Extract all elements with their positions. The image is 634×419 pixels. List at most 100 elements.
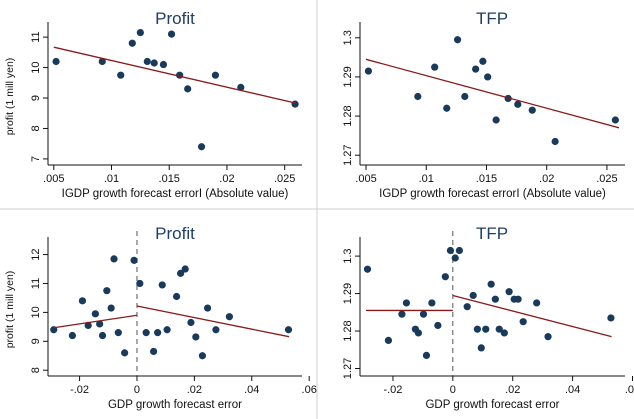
data-point (402, 299, 411, 307)
y-tick-label: 1.29 (342, 283, 354, 304)
data-point (107, 304, 115, 312)
data-point (121, 349, 129, 357)
chart-panel-2: TFP .005 .01 .015 .02 .025 1.27 1.28 1.29 1.3 IGDP… (342, 9, 625, 200)
data-point (491, 295, 499, 303)
y-tick-label: 1.3 (342, 248, 354, 263)
data-point (197, 143, 206, 151)
data-point (446, 246, 455, 255)
data-point (172, 292, 181, 301)
y-tick-label: 1.28 (342, 320, 354, 341)
y-tick-label: 8 (30, 367, 42, 373)
x-tick-label: .06 (625, 384, 634, 396)
x-tick-label: 0 (450, 384, 456, 396)
data-point (514, 100, 522, 108)
data-point (158, 281, 166, 289)
data-point (181, 265, 189, 273)
data-point (114, 329, 122, 337)
x-axis-label: GDP growth forecast error (425, 399, 559, 411)
data-point (184, 85, 192, 93)
panel-title: Profit (155, 224, 195, 243)
y-tick-label: 11 (30, 31, 42, 42)
chart-panel-1: Profit .005 .01 .015 .02 .025 7 8 9 10 11 IGDP grow… (4, 9, 302, 200)
y-tick-label: 12 (30, 248, 42, 260)
data-point (198, 352, 207, 360)
x-axis-label: IGDP growth forecast errorI (Absolute va… (62, 188, 289, 200)
data-point (514, 295, 522, 303)
data-point (159, 60, 168, 69)
panel-title: TFP (476, 224, 508, 243)
x-axis-label: GDP growth forecast error (108, 399, 242, 411)
data-point (419, 310, 428, 318)
data-point (495, 325, 503, 333)
data-point (487, 280, 495, 288)
chart-panel-3: Profit -.02 0 .02 .04 .06 8 9 10 11 12 GDP growth f… (4, 224, 317, 411)
data-point (428, 299, 436, 307)
y-axis-label: profit (1 mill yen) (4, 58, 16, 136)
x-tick-label: -.02 (383, 384, 402, 396)
y-tick-label: 10 (30, 61, 42, 73)
data-point (142, 329, 150, 337)
y-tick-label: 1.3 (342, 30, 354, 45)
data-point (414, 329, 422, 337)
x-tick-label: .01 (104, 173, 119, 185)
data-point (187, 318, 195, 327)
y-tick-label: 9 (30, 338, 42, 344)
fit-line (136, 305, 290, 338)
data-point (143, 57, 151, 66)
data-point (469, 291, 477, 300)
data-point (434, 321, 442, 330)
data-point (110, 255, 118, 263)
data-point (167, 30, 176, 38)
data-point (130, 256, 138, 264)
x-tick-label: .02 (219, 173, 234, 185)
y-tick-label: 11 (30, 278, 42, 289)
data-point (482, 325, 490, 333)
x-tick-label: .06 (302, 384, 317, 396)
data-point (519, 318, 527, 326)
data-point (291, 100, 299, 108)
data-point (237, 83, 245, 91)
y-tick-label: 10 (30, 306, 42, 318)
y-axis-label: profit (1 mill yen) (4, 271, 16, 349)
data-point (203, 304, 212, 312)
data-point (154, 329, 162, 337)
x-tick-label: .015 (159, 173, 180, 185)
data-point (150, 59, 158, 67)
fit-line (365, 58, 620, 129)
x-tick-label: .015 (476, 173, 497, 185)
fit-line (53, 314, 138, 329)
data-point (431, 63, 439, 71)
y-tick-label: 1.29 (342, 66, 354, 87)
data-point (364, 67, 373, 75)
data-point (484, 73, 492, 81)
data-point (98, 331, 107, 340)
data-point (52, 57, 60, 66)
data-point (441, 273, 449, 281)
fit-line (452, 294, 612, 338)
data-point (422, 351, 431, 359)
data-point (505, 288, 513, 296)
x-tick-label: -.02 (70, 384, 89, 396)
data-point (192, 333, 200, 341)
data-point (551, 137, 559, 146)
data-point (117, 71, 125, 79)
y-tick-label: 1.27 (342, 145, 354, 166)
data-point (128, 39, 136, 47)
data-point (84, 321, 92, 330)
data-point (78, 297, 87, 305)
data-point (225, 313, 233, 321)
y-tick-label: 9 (30, 95, 42, 101)
panel-title: Profit (155, 9, 195, 28)
data-point (136, 28, 144, 37)
data-point (163, 326, 171, 334)
data-point (384, 336, 393, 345)
chart-panel-4: TFP -.02 0 .02 .04 .06 1.27 1.28 1.29 1.3 GDP grow… (342, 224, 634, 411)
x-tick-label: .04 (244, 384, 259, 396)
data-point (533, 299, 541, 307)
data-point (414, 92, 422, 101)
x-tick-label: .025 (596, 173, 617, 185)
data-point (607, 314, 615, 322)
data-point (528, 106, 536, 114)
x-tick-label: .025 (274, 173, 295, 185)
